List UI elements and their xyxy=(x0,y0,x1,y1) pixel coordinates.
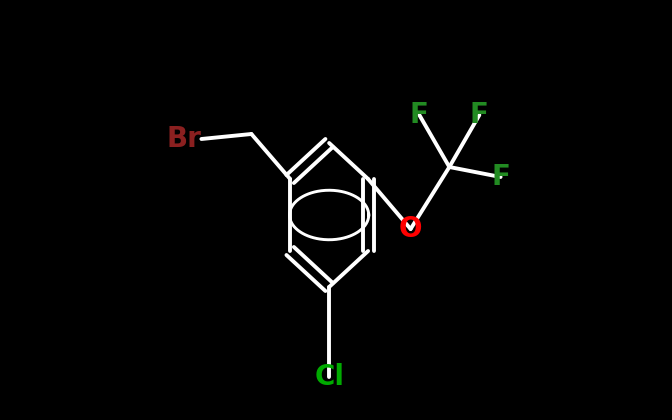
Text: F: F xyxy=(410,101,429,129)
Text: F: F xyxy=(470,101,489,129)
Text: F: F xyxy=(491,163,510,191)
Text: O: O xyxy=(399,215,422,243)
Text: Br: Br xyxy=(167,125,202,153)
Text: Cl: Cl xyxy=(314,363,344,391)
